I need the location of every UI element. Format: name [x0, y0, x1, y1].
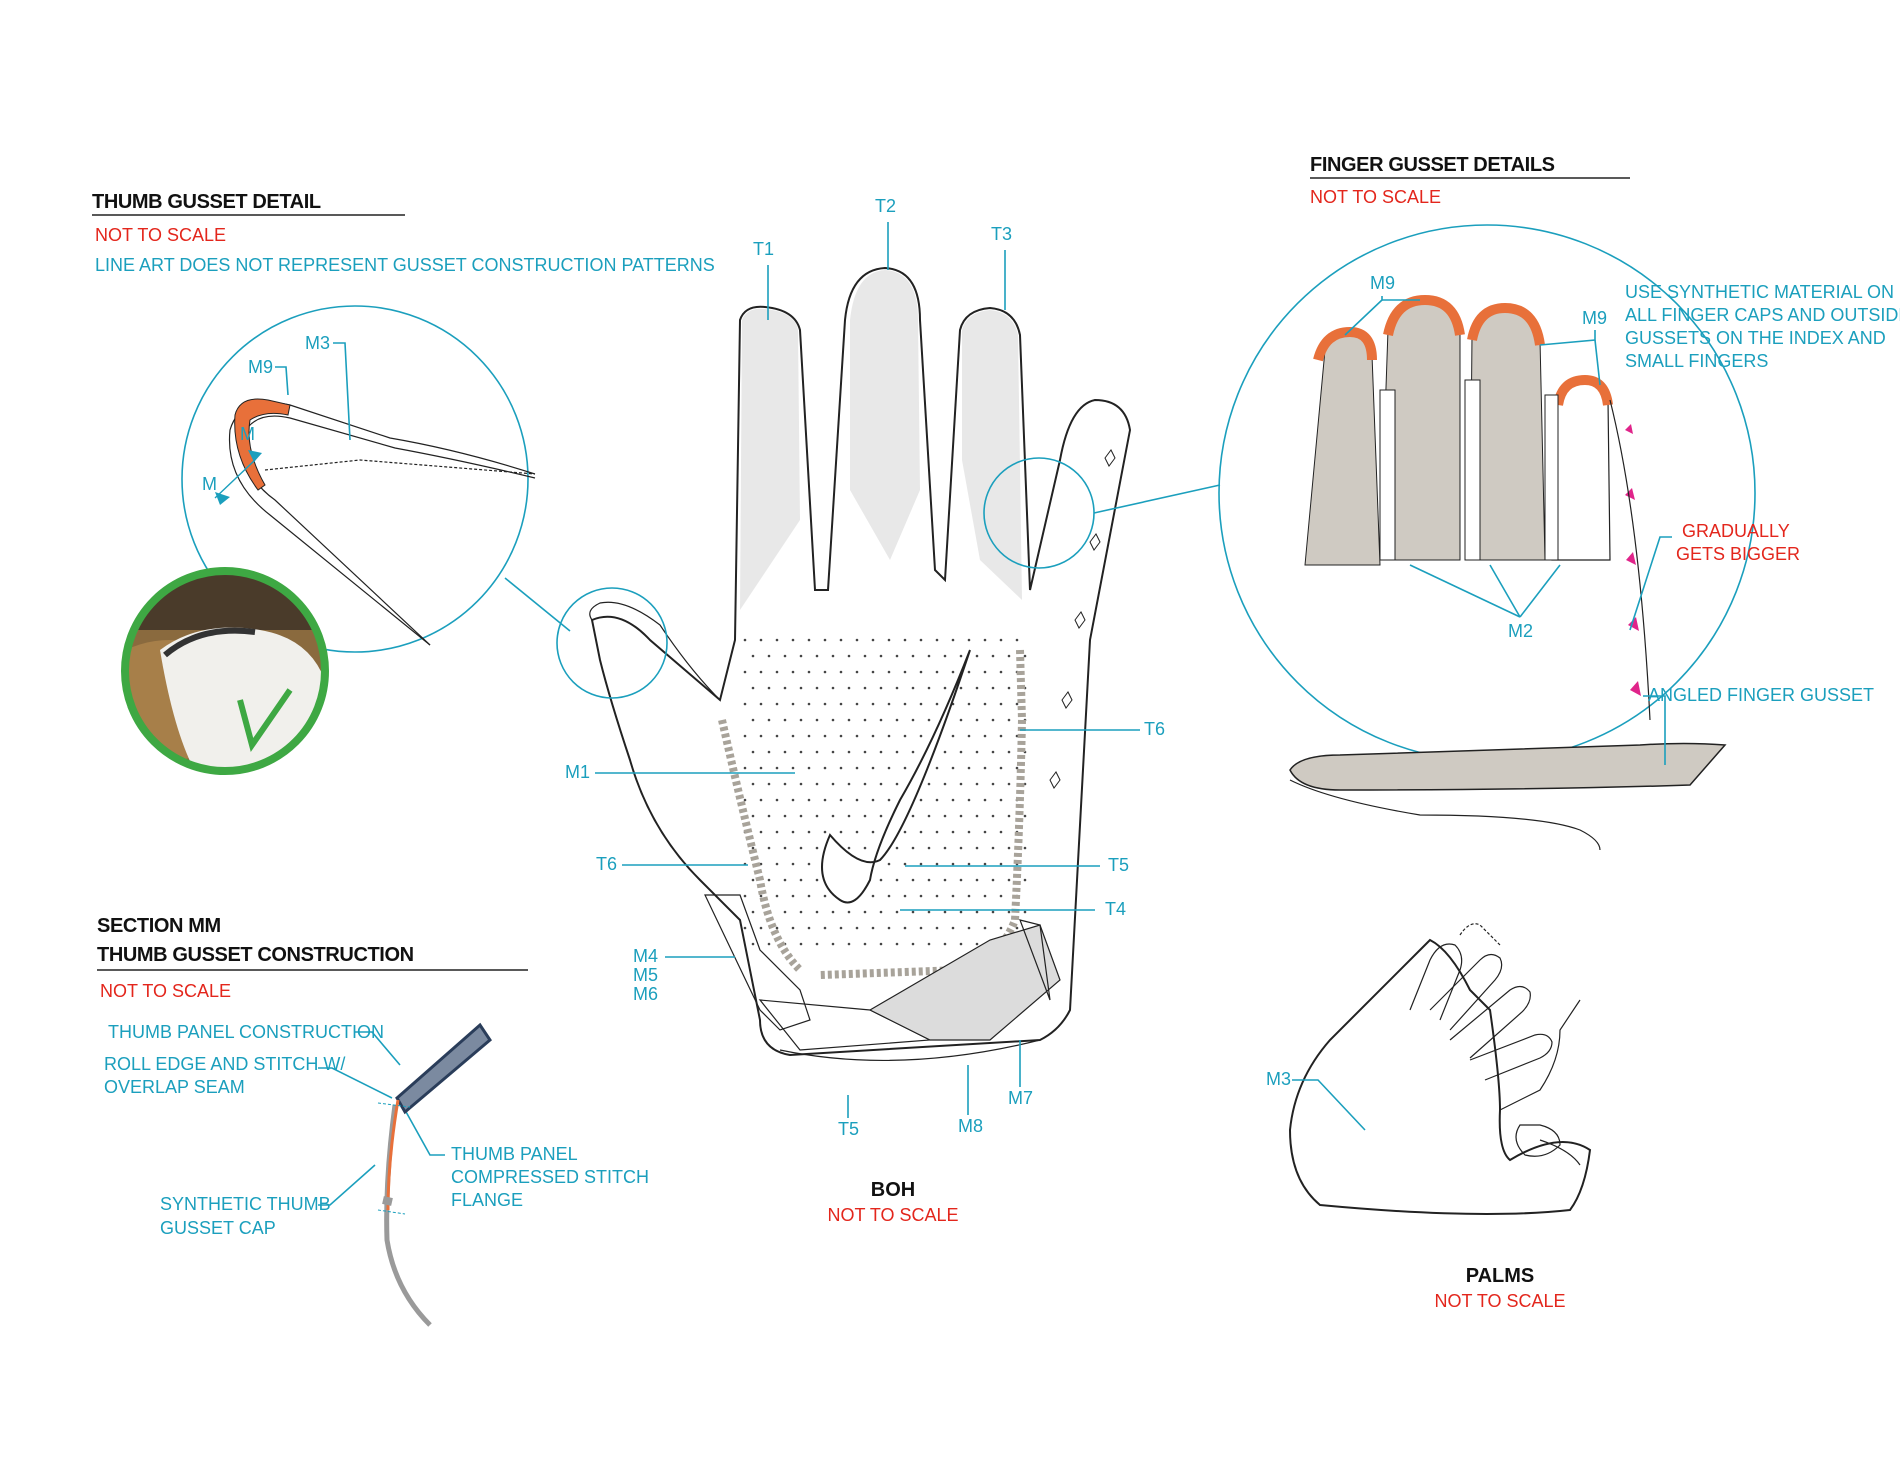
finger-m2-label: M2 [1508, 621, 1533, 641]
finger-detail-not-to-scale: NOT TO SCALE [1310, 187, 1441, 207]
boh-t2-label: T2 [875, 196, 896, 216]
boh-glove: T1 T2 T3 T6 M1 T6 T5 T4 M4 M5 M6 T5 M8 M… [556, 196, 1221, 1225]
gusset-marker-2 [1625, 488, 1635, 500]
side-vents-right [1049, 449, 1116, 789]
finger-m9-left-label: M9 [1370, 273, 1395, 293]
gradual-label-1: GRADUALLY [1682, 521, 1790, 541]
thumb-m-label-b: M [202, 474, 217, 494]
palms-m3-label: M3 [1266, 1069, 1291, 1089]
boh-t5-right-label: T5 [1108, 855, 1129, 875]
finger-note-4: SMALL FINGERS [1625, 351, 1768, 371]
thumb-detail-circle [181, 305, 529, 653]
angled-gusset-label: ANGLED FINGER GUSSET [1648, 685, 1874, 705]
gusset-marker-1 [1625, 424, 1633, 434]
boh-t4-label: T4 [1105, 899, 1126, 919]
boh-m7-label: M7 [1008, 1088, 1033, 1108]
section-mm-title-1: SECTION MM [97, 915, 221, 937]
compressed-label-2: COMPRESSED STITCH [451, 1167, 649, 1187]
finger-gusset-details: FINGER GUSSET DETAILS NOT TO SCALE [1218, 154, 1900, 851]
finger-note-2: ALL FINGER CAPS AND OUTSIDE [1625, 305, 1900, 325]
boh-t3-label: T3 [991, 224, 1012, 244]
boh-t6-left-label: T6 [596, 854, 617, 874]
finger-gusset-drawing [1304, 294, 1651, 721]
finger-note-3: GUSSETS ON THE INDEX AND [1625, 328, 1886, 348]
thumb-zoom-circle [556, 587, 668, 699]
roll-edge-label-2: OVERLAP SEAM [104, 1077, 245, 1097]
section-mm-title-2: THUMB GUSSET CONSTRUCTION [97, 944, 414, 966]
gusset-marker-4 [1628, 617, 1639, 631]
palms-drawing: M3 PALMS NOT TO SCALE [1266, 923, 1592, 1311]
boh-m6-label: M6 [633, 984, 658, 1004]
angled-gusset-profile [1289, 742, 1727, 791]
section-mm: SECTION MM THUMB GUSSET CONSTRUCTION NOT… [97, 915, 649, 1327]
finger-detail-title: FINGER GUSSET DETAILS [1310, 154, 1555, 176]
thumb-panel-shape [395, 1022, 492, 1115]
photo-frame-ring [121, 567, 329, 775]
palms-not-to-scale: NOT TO SCALE [1434, 1291, 1565, 1311]
gusset-marker-3 [1626, 552, 1636, 565]
thumb-m9-label: M9 [248, 357, 273, 377]
swoosh-logo [821, 649, 971, 904]
boh-title: BOH [871, 1179, 915, 1201]
gradual-label-2: GETS BIGGER [1676, 544, 1800, 564]
boh-m8-label: M8 [958, 1116, 983, 1136]
compressed-label-1: THUMB PANEL [451, 1144, 578, 1164]
gusset-marker-5 [1630, 681, 1641, 696]
compressed-label-3: FLANGE [451, 1190, 523, 1210]
chain-seam-left [718, 719, 803, 973]
boh-m5-label: M5 [633, 965, 658, 985]
boh-t6-right-label: T6 [1144, 719, 1165, 739]
thumb-m3-label: M3 [305, 333, 330, 353]
thumb-m-label-a: M [240, 424, 255, 444]
boh-t1-label: T1 [753, 239, 774, 259]
thumb-detail-not-to-scale: NOT TO SCALE [95, 225, 226, 245]
thumb-photo-inset [121, 567, 329, 775]
thumb-panel-label: THUMB PANEL CONSTRUCTION [108, 1022, 384, 1042]
boh-t5-bottom-label: T5 [838, 1119, 859, 1139]
checkmark-icon [237, 688, 293, 753]
finger-note-1: USE SYNTHETIC MATERIAL ON [1625, 282, 1894, 302]
boh-m4-label: M4 [633, 946, 658, 966]
thumb-detail-title: THUMB GUSSET DETAIL [92, 191, 321, 213]
thumb-detail-note: LINE ART DOES NOT REPRESENT GUSSET CONST… [95, 255, 715, 275]
cap-label-2: GUSSET CAP [160, 1218, 276, 1238]
finger-m9-right-label: M9 [1582, 308, 1607, 328]
thumb-detail-connector [504, 577, 571, 632]
boh-not-to-scale: NOT TO SCALE [827, 1205, 958, 1225]
cuff-grip-panel [868, 924, 1061, 1041]
palms-title: PALMS [1466, 1265, 1535, 1287]
cap-label-1: SYNTHETIC THUMB [160, 1194, 331, 1214]
roll-edge-label-1: ROLL EDGE AND STITCH W/ [104, 1054, 345, 1074]
boh-m1-label: M1 [565, 762, 590, 782]
section-mm-not-to-scale: NOT TO SCALE [100, 981, 231, 1001]
